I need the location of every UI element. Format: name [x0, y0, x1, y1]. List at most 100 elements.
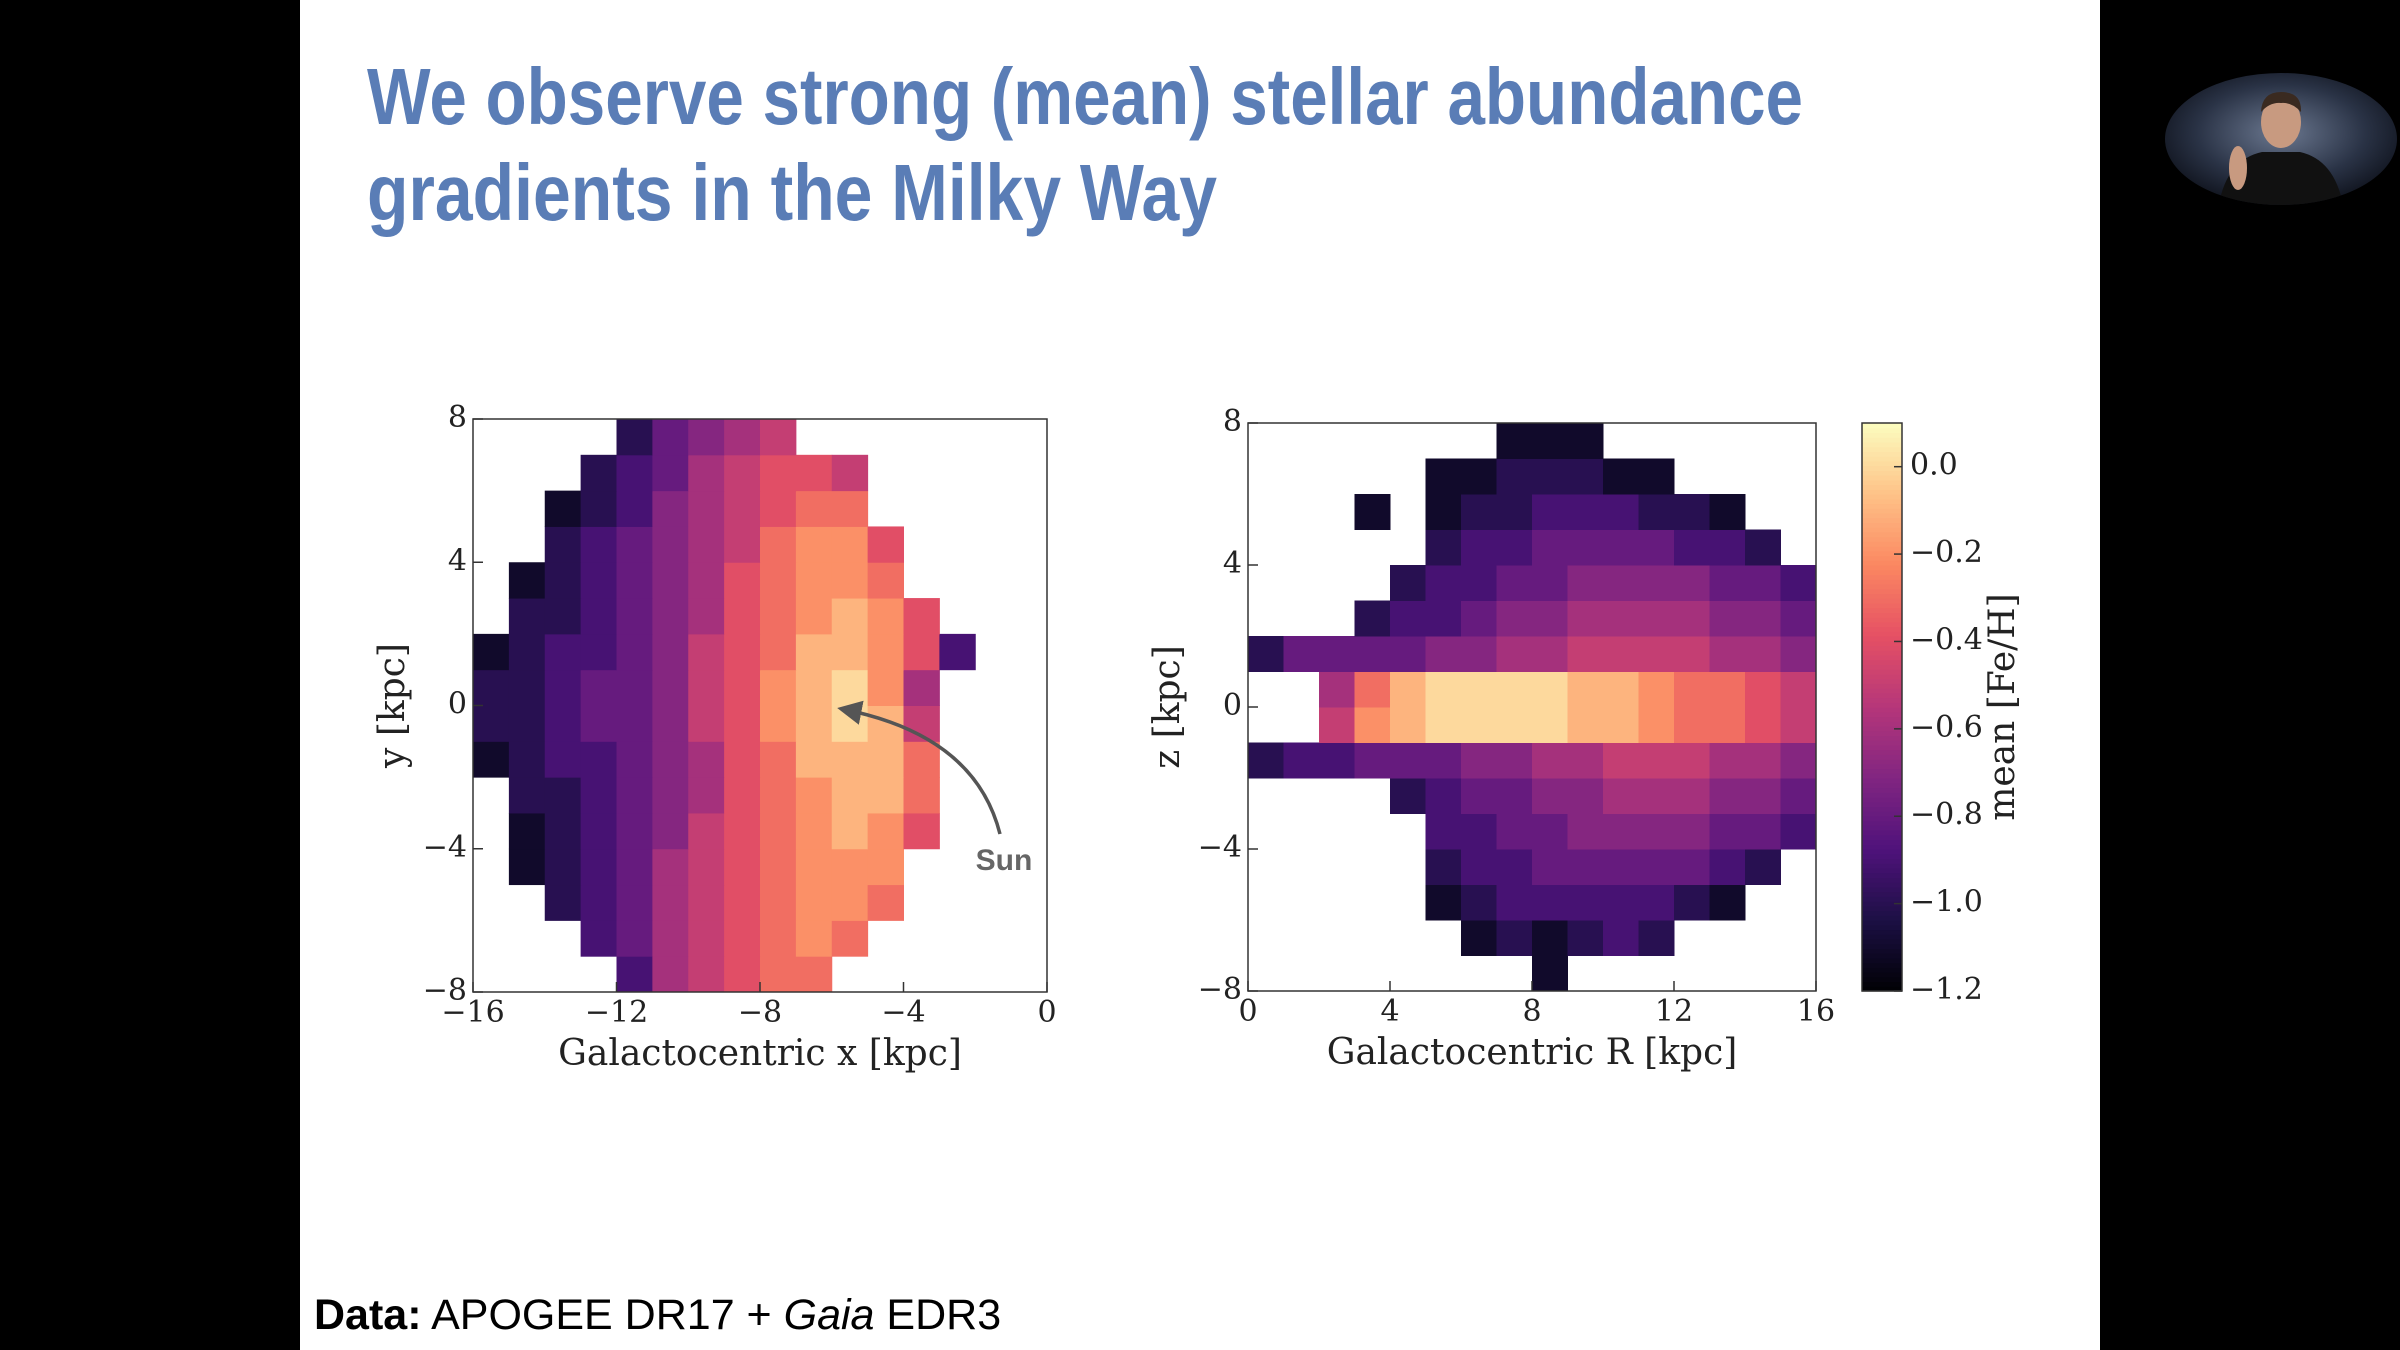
heatmap-cell: [1425, 494, 1462, 530]
heatmap-cell: [1354, 707, 1391, 743]
colorbar-step: [1862, 678, 1902, 684]
heatmap-cell: [1638, 707, 1675, 743]
heatmap-cell: [1532, 529, 1568, 566]
heatmap-cell: [795, 777, 833, 814]
heatmap-cell: [795, 562, 833, 599]
colorbar-tick-label: −0.4: [1910, 622, 1983, 657]
heatmap-cell: [580, 454, 617, 492]
heatmap-cell: [760, 526, 797, 563]
colorbar-step: [1862, 645, 1902, 651]
footer-text: APOGEE DR17 +: [431, 1291, 772, 1339]
heatmap-cell: [724, 633, 761, 671]
colorbar-step: [1862, 517, 1902, 523]
heatmap-cell: [831, 526, 869, 563]
heatmap-cell: [760, 956, 797, 993]
heatmap-cell: [1496, 636, 1533, 672]
heatmap-cell: [795, 848, 833, 886]
colorbar-step: [1862, 787, 1902, 793]
colorbar-step: [1862, 924, 1902, 931]
heatmap-cell: [867, 526, 904, 563]
heatmap-cell: [473, 741, 510, 778]
heatmap-cell: [652, 884, 689, 921]
colorbar-step: [1862, 621, 1902, 628]
colorbar-frame: [1861, 422, 1903, 992]
colorbar-step: [1862, 915, 1902, 921]
colorbar-step: [1862, 882, 1902, 888]
heatmap-cell: [867, 741, 904, 778]
footer-tail: EDR3: [886, 1291, 1001, 1339]
colorbar-step: [1862, 697, 1902, 703]
colorbar-step: [1862, 825, 1902, 831]
heatmap-cell: [724, 884, 761, 921]
heatmap-cell: [831, 633, 869, 671]
heatmap-cell: [1354, 742, 1391, 779]
y-tick-label: −8: [1198, 972, 1242, 1007]
heatmap-cell: [1425, 600, 1462, 637]
heatmap-cell: [831, 669, 869, 706]
y-tick-label: 4: [1223, 546, 1242, 581]
heatmap-cell: [831, 884, 869, 921]
heatmap-cell: [1248, 742, 1284, 779]
heatmap-cell: [688, 526, 725, 563]
colorbar-step: [1862, 546, 1902, 552]
heatmap-cell: [580, 777, 617, 814]
heatmap-cell: [1461, 529, 1497, 566]
heatmap-cell: [1745, 671, 1781, 708]
heatmap-cell: [580, 562, 617, 599]
heatmap-cell: [652, 669, 689, 706]
heatmap-cell: [473, 633, 510, 671]
heatmap-cell: [1354, 600, 1391, 637]
heatmap-cell: [1567, 423, 1604, 459]
colorbar-step: [1862, 815, 1902, 822]
colorbar-step: [1862, 702, 1902, 708]
colorbar-step: [1862, 877, 1902, 883]
x-tick-label: 0: [1037, 995, 1056, 1030]
heatmap-cell: [831, 777, 869, 814]
heatmap-cell: [652, 705, 689, 742]
heatmap-cell: [1780, 742, 1817, 779]
heatmap-cell: [688, 633, 725, 671]
colorbar-step: [1862, 763, 1902, 770]
colorbar-step: [1862, 489, 1902, 495]
colorbar-tick-label: −0.6: [1910, 710, 1983, 745]
heatmap-cell: [688, 848, 725, 886]
colorbar-step: [1862, 494, 1902, 500]
heatmap-cell: [724, 705, 761, 742]
colorbar-step: [1862, 953, 1902, 959]
heatmap-cell: [760, 848, 797, 886]
colorbar-step: [1862, 531, 1902, 538]
heatmap-cell: [688, 598, 725, 635]
x-tick-label: 8: [1522, 994, 1541, 1029]
colorbar-step: [1862, 465, 1902, 471]
heatmap-cell: [580, 526, 617, 563]
y-tick-label: 8: [448, 400, 467, 435]
colorbar-step: [1862, 664, 1902, 670]
heatmap-cell: [1674, 778, 1710, 814]
heatmap-cell: [1532, 955, 1568, 992]
heatmap-cell: [544, 741, 582, 778]
colorbar-step: [1862, 896, 1902, 902]
heatmap-cell: [652, 812, 689, 850]
y-axis-label: y [kpc]: [372, 643, 413, 769]
heatmap-cell: [1390, 671, 1426, 708]
heatmap-cell: [1390, 707, 1426, 743]
colorbar-step: [1862, 844, 1902, 850]
heatmap-cell: [616, 956, 653, 993]
heatmap-cell: [1496, 707, 1533, 743]
heatmap-cell: [1425, 707, 1462, 743]
webcam-person: [2218, 92, 2344, 205]
heatmap-cell: [616, 454, 653, 492]
colorbar-step: [1862, 839, 1902, 845]
heatmap-cell: [1496, 884, 1533, 921]
heatmap-cell: [1780, 707, 1817, 743]
heatmap-cell: [1709, 778, 1746, 814]
x-tick-label: −12: [585, 995, 648, 1030]
heatmap-cell: [1425, 778, 1462, 814]
colorbar-step: [1862, 451, 1902, 457]
heatmap-cell: [1567, 600, 1604, 637]
heatmap-cell: [1567, 778, 1604, 814]
colorbar-step: [1862, 432, 1902, 438]
person-head: [2261, 96, 2301, 148]
